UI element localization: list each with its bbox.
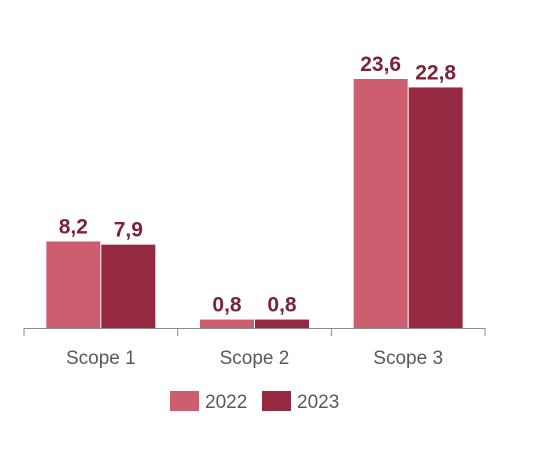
legend-label-2023: 2023 <box>297 392 339 413</box>
legend-label-2022: 2022 <box>205 392 247 413</box>
bars-group <box>46 79 463 329</box>
value-label-scope-2-2022: 0,8 <box>212 294 242 317</box>
category-labels-group: Scope 1 Scope 2 Scope 3 <box>66 348 443 369</box>
bar-scope-3-2023 <box>408 87 463 329</box>
value-label-scope-1-2022: 8,2 <box>59 215 88 238</box>
bar-scope-2-2022 <box>200 319 254 328</box>
value-label-scope-2-2023: 0,8 <box>267 294 297 317</box>
legend: 2022 2023 <box>170 391 339 413</box>
value-label-scope-1-2023: 7,9 <box>114 219 143 242</box>
bar-scope-2-2023 <box>255 319 309 328</box>
legend-swatch-2023 <box>262 391 291 411</box>
value-label-scope-3-2023: 22,8 <box>415 61 456 84</box>
category-label-scope-2: Scope 2 <box>220 348 290 369</box>
category-label-scope-1: Scope 1 <box>66 348 136 369</box>
bar-scope-1-2023 <box>101 244 156 328</box>
category-label-scope-3: Scope 3 <box>373 348 443 369</box>
value-labels-group: 8,2 7,9 0,8 0,8 23,6 22,8 <box>59 53 457 317</box>
x-axis <box>23 328 486 336</box>
legend-swatch-2022 <box>170 391 199 411</box>
bar-scope-1-2022 <box>46 241 101 328</box>
bar-scope-3-2022 <box>353 79 408 328</box>
value-label-scope-3-2022: 23,6 <box>360 53 401 76</box>
